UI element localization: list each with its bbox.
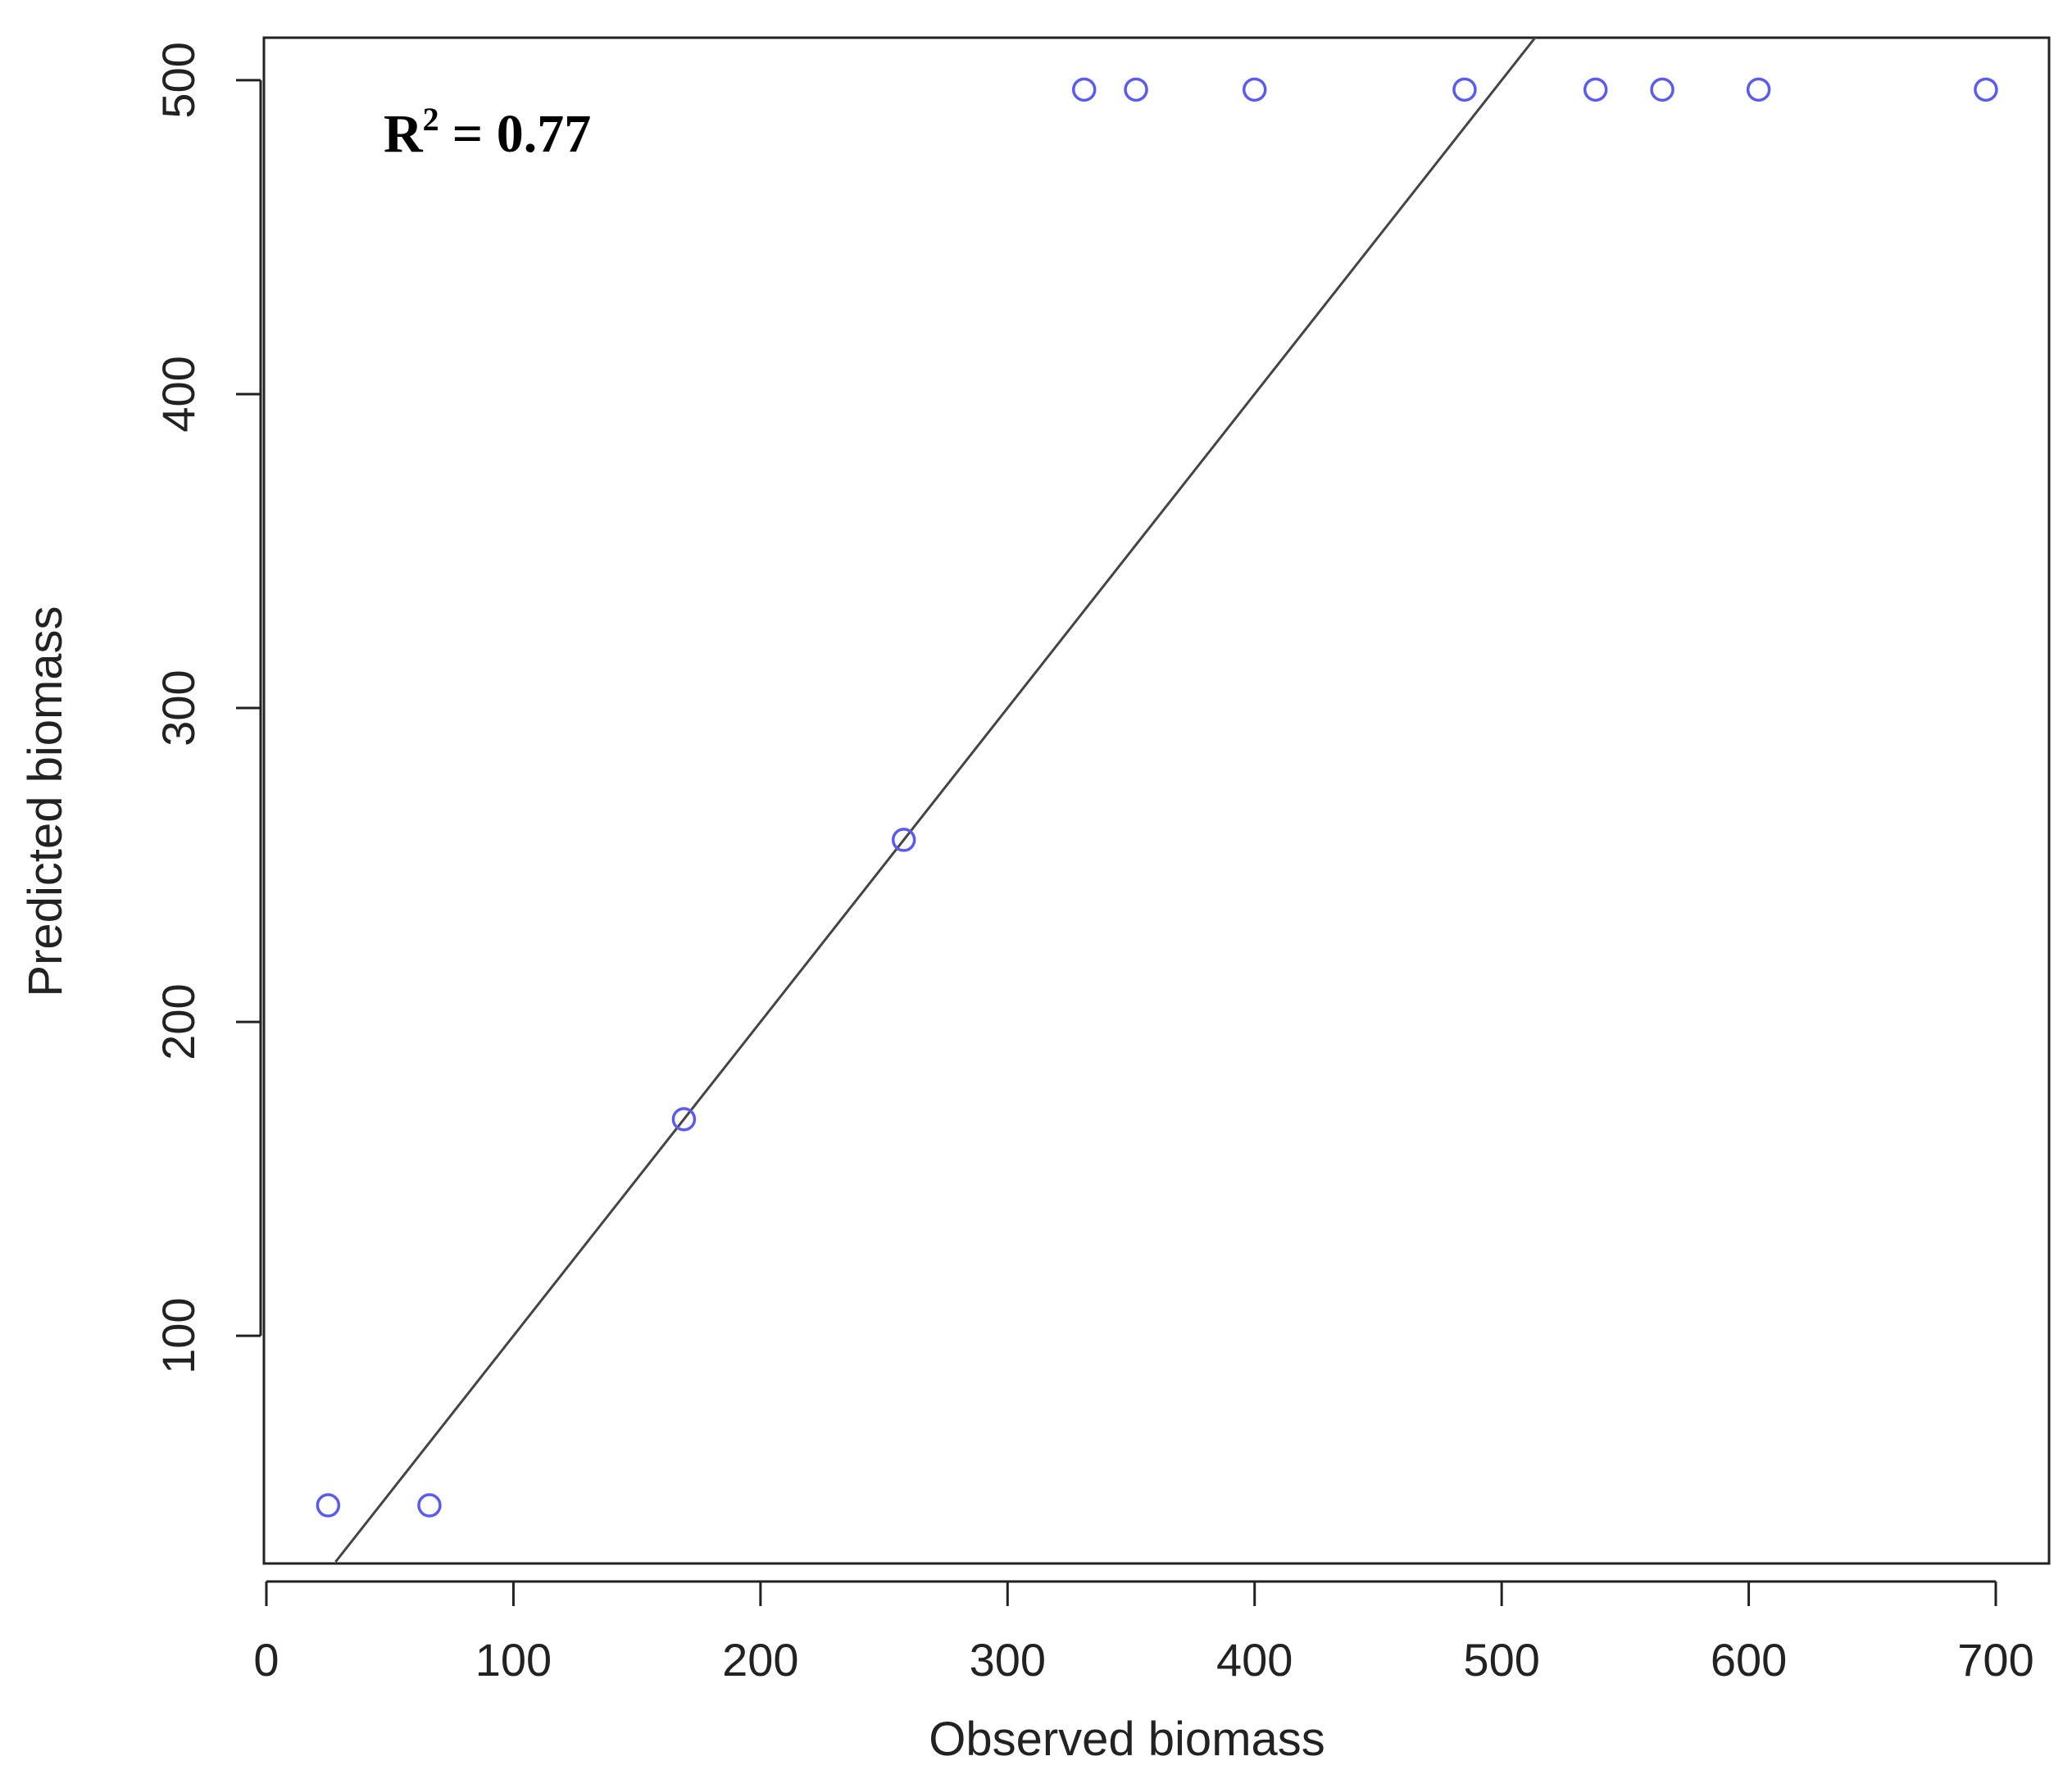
data-point bbox=[1452, 77, 1477, 102]
x-tick-label: 300 bbox=[970, 1634, 1046, 1686]
data-point bbox=[1071, 77, 1097, 102]
data-point bbox=[1974, 77, 1998, 102]
plot-frame bbox=[262, 36, 2051, 1565]
reference-lines bbox=[334, 38, 1537, 1563]
data-point bbox=[1746, 77, 1771, 102]
data-point bbox=[1124, 77, 1148, 102]
data-point bbox=[671, 1107, 697, 1132]
x-axis-title: Observed biomass bbox=[929, 1713, 1325, 1766]
annotation-r-value: = 0.77 bbox=[452, 104, 592, 164]
y-axis-title: Predicted biomass bbox=[19, 606, 72, 996]
annotation-r-superscript: 2 bbox=[423, 101, 439, 138]
y-tick-label: 500 bbox=[152, 42, 204, 118]
data-point bbox=[891, 828, 916, 852]
data-point bbox=[316, 1493, 341, 1518]
y-tick-label: 300 bbox=[152, 669, 204, 746]
data-point bbox=[1242, 77, 1267, 102]
data-points bbox=[316, 77, 1998, 1518]
reference-line bbox=[334, 38, 1537, 1563]
data-point bbox=[1650, 77, 1674, 102]
x-tick-label: 200 bbox=[722, 1634, 798, 1686]
x-tick-label: 100 bbox=[475, 1634, 552, 1686]
x-tick-label: 500 bbox=[1463, 1634, 1539, 1686]
y-tick-label: 400 bbox=[152, 356, 204, 432]
x-axis: 0 100 200 300 400 500 600 700 bbox=[253, 1580, 2034, 1686]
annotation-r2: R2 = 0.77 bbox=[384, 101, 591, 164]
y-tick-label: 100 bbox=[152, 1297, 204, 1373]
x-tick-label: 400 bbox=[1216, 1634, 1293, 1686]
annotation-r-label: R bbox=[384, 104, 424, 164]
y-tick-label: 200 bbox=[152, 983, 204, 1060]
x-tick-label: 700 bbox=[1957, 1634, 2033, 1686]
x-tick-label: 600 bbox=[1711, 1634, 1787, 1686]
data-point bbox=[1583, 77, 1608, 102]
x-tick-label: 0 bbox=[253, 1634, 279, 1686]
data-point bbox=[417, 1493, 442, 1518]
y-axis: 100 200 300 400 500 bbox=[152, 42, 262, 1374]
